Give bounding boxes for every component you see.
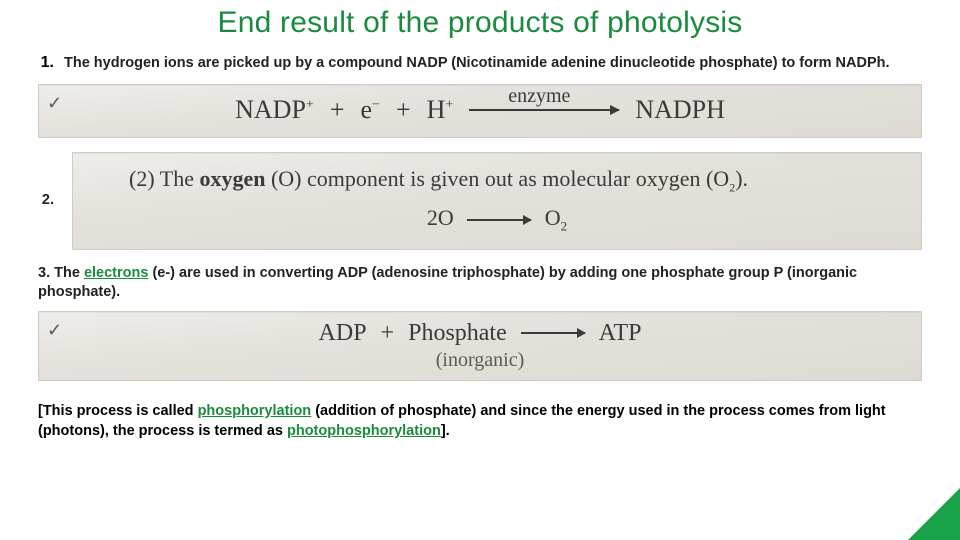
checkmark-icon: ✓ [47, 93, 62, 114]
point-3-number: 3. [38, 265, 50, 281]
eq3-term: ADP [319, 320, 367, 347]
point-1-text: The hydrogen ions are picked up by a com… [64, 54, 890, 74]
arrow-label: enzyme [469, 85, 609, 111]
eq1-plus: + [330, 95, 345, 125]
eq1-term: H+ [427, 95, 454, 125]
corner-accent-icon [908, 488, 960, 540]
point-2: 2. (2) The oxygen (O) component is given… [38, 152, 922, 250]
point-3: 3. The electrons (e-) are used in conver… [38, 264, 922, 303]
reaction-arrow-icon [467, 219, 531, 221]
equation-1-panel: ✓ NADP+ + e− + H+ enzyme NADPH [38, 84, 922, 138]
slide-title: End result of the products of photolysis [38, 6, 922, 40]
equation-2-panel: (2) The oxygen (O) component is given ou… [72, 152, 922, 250]
point-1-number: 1. [38, 54, 54, 74]
eq1-product: NADPH [635, 95, 725, 125]
equation-1-block: ✓ NADP+ + e− + H+ enzyme NADPH [38, 84, 922, 138]
point-2-text: (2) The oxygen (O) component is given ou… [95, 163, 899, 197]
equation-3: ADP + Phosphate ATP [61, 320, 899, 347]
equation-3-panel: ✓ ADP + Phosphate ATP (inorganic) [38, 311, 922, 381]
equation-1: NADP+ + e− + H+ enzyme NADPH [61, 95, 899, 125]
equation-2: 2O O2 [95, 202, 899, 236]
slide-container: End result of the products of photolysis… [0, 0, 960, 441]
eq1-term: e− [360, 95, 379, 125]
eq3-product: ATP [599, 320, 642, 347]
footnote: [This process is called phosphorylation … [38, 401, 922, 442]
keyword-electrons: electrons [84, 265, 148, 281]
equation-3-block: ✓ ADP + Phosphate ATP (inorganic) [38, 311, 922, 381]
eq1-term: NADP+ [235, 95, 314, 125]
equation-3-sublabel: (inorganic) [61, 349, 899, 372]
eq3-plus: + [381, 320, 395, 347]
reaction-arrow-icon: enzyme [469, 109, 619, 111]
checkmark-icon: ✓ [47, 320, 62, 341]
eq3-term: Phosphate [408, 320, 507, 347]
point-1: 1. The hydrogen ions are picked up by a … [38, 54, 922, 74]
keyword-photophosphorylation: photophosphorylation [287, 423, 441, 439]
eq1-plus: + [396, 95, 411, 125]
reaction-arrow-icon [521, 332, 585, 334]
keyword-phosphorylation: phosphorylation [198, 403, 312, 419]
point-2-number: 2. [38, 191, 54, 211]
